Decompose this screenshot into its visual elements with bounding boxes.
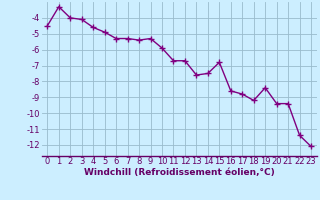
X-axis label: Windchill (Refroidissement éolien,°C): Windchill (Refroidissement éolien,°C)	[84, 168, 275, 177]
